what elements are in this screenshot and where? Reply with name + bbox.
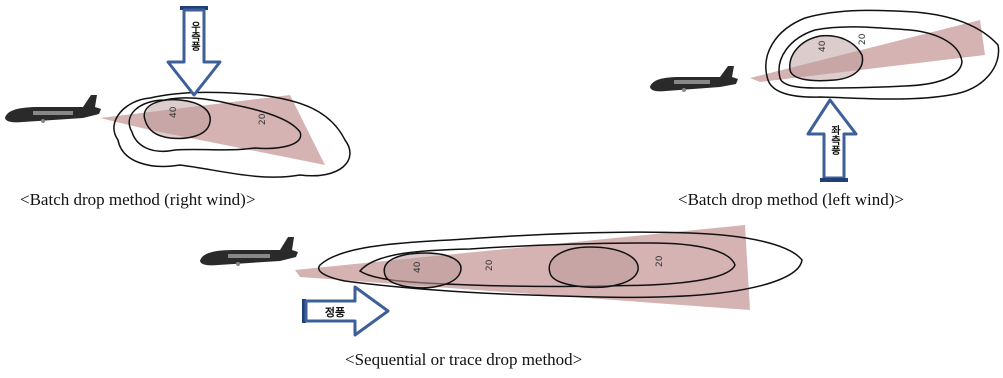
outer-contour [318, 231, 803, 299]
contour-label-outer: 20 [258, 113, 268, 125]
retardant-zone [100, 95, 325, 165]
outer-contour [765, 9, 1000, 100]
batch-left-diagram: 40 20 좌측풍 [650, 9, 1000, 182]
outer-contour [113, 91, 351, 178]
inner-contour-2 [548, 246, 639, 289]
head-wind-label: 정풍 [325, 305, 345, 319]
caption-batch-left: <Batch drop method (left wind)> [678, 190, 904, 209]
aircraft-icon [650, 66, 738, 92]
left-wind-label: 좌측풍 [829, 124, 841, 156]
contour-label-outer: 20 [485, 259, 495, 271]
sequential-diagram: 40 20 20 정풍 [200, 225, 803, 337]
right-wind-label: 우측풍 [189, 21, 201, 52]
mid-contour [358, 242, 736, 288]
caption-sequential: <Sequential or trace drop method> [345, 350, 583, 369]
inner-contour-1 [383, 252, 462, 289]
inner-contour [143, 98, 211, 140]
inner-contour [789, 34, 864, 82]
batch-right-diagram: 40 20 우측풍 [5, 6, 351, 178]
aircraft-icon [200, 237, 298, 266]
mid-contour [778, 26, 963, 89]
contour-label-inner: 40 [818, 40, 828, 52]
caption-batch-right: <Batch drop method (right wind)> [20, 190, 256, 209]
head-wind-arrow: 정풍 [302, 285, 390, 337]
left-wind-arrow: 좌측풍 [806, 98, 858, 182]
retardant-zone [295, 225, 750, 310]
right-wind-arrow: 우측풍 [166, 6, 222, 97]
contour-label-outer: 20 [858, 33, 868, 45]
contour-label-outer: 20 [655, 255, 665, 267]
aircraft-icon [5, 95, 101, 123]
contour-label-inner: 40 [413, 261, 423, 273]
contour-label-inner: 40 [169, 106, 179, 118]
